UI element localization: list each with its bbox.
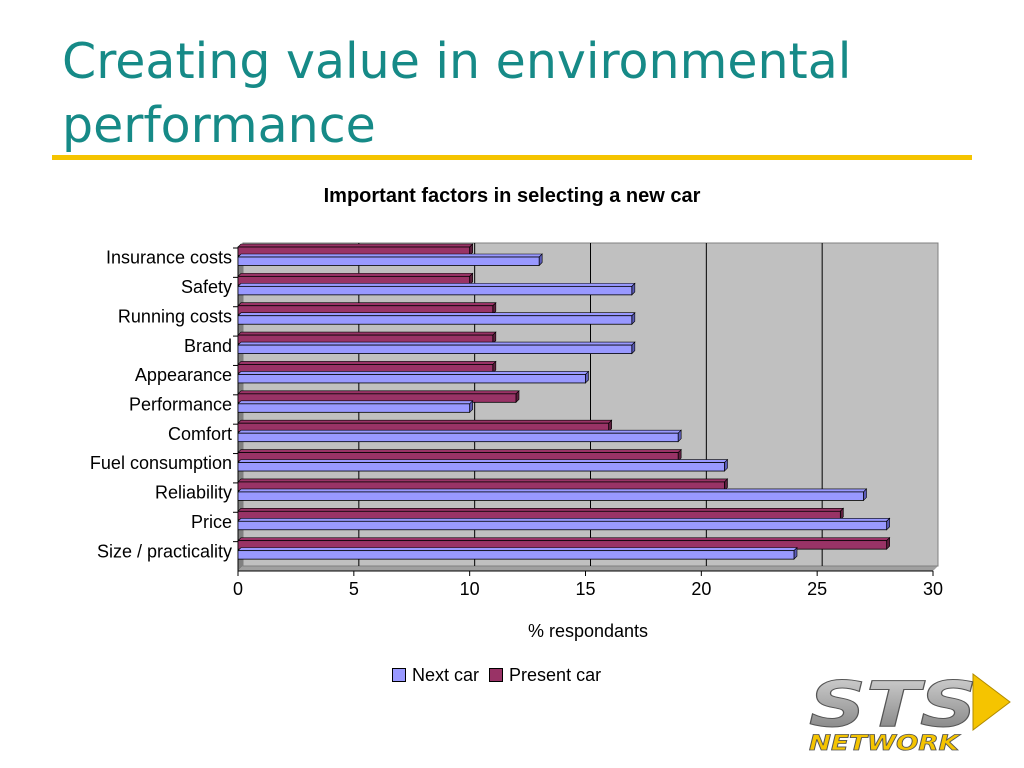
y-tick-label: Brand — [184, 336, 232, 356]
bar-present-car-top — [237, 243, 474, 248]
y-tick-label: Fuel consumption — [90, 453, 232, 473]
bar-next-car — [237, 403, 471, 413]
bar-next-car — [237, 374, 586, 384]
bar-chart: 0 5 10 15 20 25 30 Insurance costs Safety Running… — [90, 242, 943, 599]
y-tick-label: Reliability — [155, 483, 232, 503]
bar-next-car — [237, 520, 888, 531]
chart-legend: Next car Present car — [392, 662, 611, 688]
bar-next-car-top — [237, 312, 636, 317]
legend-item-present-car: Present car — [489, 665, 601, 686]
x-tick-label: 20 — [691, 579, 711, 599]
bar-present-car-top — [237, 361, 497, 365]
logo-text-network: NETWORK — [809, 731, 961, 755]
y-tick-label: Price — [191, 512, 232, 532]
bar-next-car-top — [237, 371, 590, 375]
bar-next-car-top — [237, 283, 636, 287]
x-tick-label: 10 — [460, 579, 480, 599]
bar-next-car — [237, 432, 679, 443]
bar-next-car — [237, 315, 633, 325]
legend-item-next-car: Next car — [392, 665, 479, 686]
bar-next-car — [237, 491, 864, 501]
y-tick-label: Insurance costs — [106, 248, 232, 268]
bar-next-car — [237, 550, 795, 560]
legend-label-present-car: Present car — [509, 664, 602, 685]
x-tick-label: 25 — [807, 579, 827, 599]
y-tick-label: Comfort — [168, 424, 232, 444]
x-axis-label: % respondants — [527, 621, 649, 641]
bar-next-car — [237, 462, 725, 472]
x-tick-label: 0 — [233, 579, 243, 599]
bar-next-car-top — [237, 341, 636, 346]
bar-present-car-top — [237, 537, 891, 541]
logo-arrow-icon — [972, 672, 1011, 732]
bar-present-car-top — [237, 302, 497, 307]
y-tick-label: Safety — [181, 277, 232, 297]
chart-title: Important factors in selecting a new car — [323, 185, 701, 207]
title-divider — [52, 155, 972, 160]
bar-next-car-top — [237, 400, 474, 405]
bar-next-car-top — [237, 547, 798, 551]
bar-next-car-top — [237, 429, 682, 434]
bar-present-car-top — [237, 449, 682, 453]
legend-swatch-present-car — [489, 668, 504, 682]
bar-next-car — [237, 344, 633, 354]
bar-next-car-top — [237, 517, 891, 522]
sts-network-logo: STS NETWORK — [809, 668, 1011, 755]
x-tick-label: 15 — [575, 579, 595, 599]
logo-text-sts: STS — [809, 668, 977, 741]
x-tick-label: 30 — [923, 579, 943, 599]
bar-next-car-top — [237, 488, 868, 493]
y-tick-label: Running costs — [118, 306, 232, 326]
bar-present-car-top — [237, 507, 845, 512]
bar-next-car-top — [237, 253, 543, 258]
bar-present-car-top — [237, 419, 613, 424]
plot-floor — [238, 566, 938, 571]
y-tick-label: Size / practicality — [97, 541, 232, 561]
bar-next-car — [237, 285, 633, 296]
page-title: Creating value in environmental performa… — [62, 33, 852, 154]
bar-present-car-top — [237, 331, 497, 336]
bar-present-car-top — [237, 478, 729, 483]
y-tick-label: Performance — [129, 395, 232, 415]
bar-present-car-top — [237, 390, 520, 395]
y-tick-label: Appearance — [135, 365, 232, 385]
legend-swatch-next-car — [392, 668, 406, 682]
bar-next-car-top — [237, 459, 729, 463]
legend-label-next-car: Next car — [412, 664, 480, 685]
x-tick-label: 5 — [349, 579, 359, 599]
bar-present-car-top — [237, 273, 474, 277]
bar-next-car — [237, 256, 540, 266]
